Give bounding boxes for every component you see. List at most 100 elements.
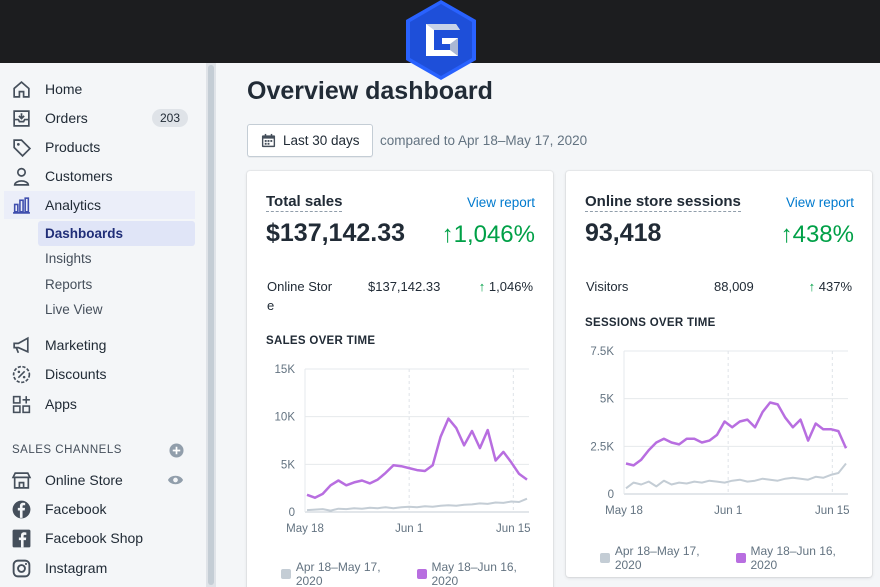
channel-facebook-shop[interactable]: Facebook Shop [0,524,206,552]
tag-icon [13,138,32,157]
y-tick-label: 5K [600,394,614,406]
channel-online-store-label: Online Store [45,472,123,488]
subnav-reports[interactable]: Reports [45,277,93,292]
nav-orders[interactable]: Orders 203 [0,104,206,132]
orders-icon [13,109,30,127]
up-arrow-icon: ↑ [780,221,793,248]
subnav-insights[interactable]: Insights [45,251,92,266]
series-line-previous [625,462,847,490]
up-arrow-icon: ↑ [478,279,489,294]
date-range-label: Last 30 days [283,133,360,148]
sales-breakdown-change-value: 1,046% [488,279,533,294]
legend-previous: Apr 18–May 17, 2020 [281,560,409,587]
nav-home[interactable]: Home [0,75,206,103]
sales-chart-legend: Apr 18–May 17, 2020 May 18–Jun 16, 2020 [281,560,553,587]
total-sales-card: Total sales View report $137,142.33 ↑1,0… [247,171,553,587]
store-icon [11,471,32,489]
home-icon [13,80,30,98]
y-tick-label: 7.5K [590,346,614,358]
sessions-chart-legend: Apr 18–May 17, 2020 May 18–Jun 16, 2020 [600,544,872,572]
nav-discounts[interactable]: Discounts [0,360,206,388]
sessions-change: ↑438% [781,221,854,249]
series-line-current [625,401,848,467]
facebook-square-icon [12,529,31,547]
nav-products[interactable]: Products [0,133,206,161]
orders-count-badge: 203 [151,109,188,127]
sales-breakdown-label: Online Stor e [267,277,332,315]
sessions-view-report-link[interactable]: View report [785,195,854,210]
date-range-button[interactable]: Last 30 days [247,124,373,157]
channel-facebook-label: Facebook [45,501,107,517]
legend-current: May 18–Jun 16, 2020 [735,544,864,572]
nav-home-label: Home [45,81,83,97]
sales-breakdown-value: $137,142.33 [368,279,441,294]
megaphone-icon [13,336,29,353]
y-tick-label: 15K [275,364,296,376]
calendar-icon [261,133,276,148]
logo-icon [406,0,476,80]
total-sales-title[interactable]: Total sales [266,193,343,212]
visitors-change: ↑ 437% [809,279,852,294]
sidebar-scrollbar[interactable] [206,63,216,587]
total-sales-change-value: 1,046% [453,221,535,248]
main-content: Overview dashboard Last 30 days compared… [216,63,880,587]
subnav-live-view[interactable]: Live View [45,302,103,317]
scrollbar-thumb[interactable] [208,65,214,585]
legend-current-label: May 18–Jun 16, 2020 [750,544,836,572]
nav-discounts-label: Discounts [45,366,107,382]
sessions-over-time-chart: 0 2.5K 5K 7.5K May 18 Jun 1 Jun 15 [590,346,850,517]
nav-apps[interactable]: Apps [0,390,206,418]
x-tick-label: Jun 1 [395,523,423,535]
sessions-change-value: 438% [792,221,854,248]
legend-current-label: May 18–Jun 16, 2020 [431,560,517,587]
sessions-value: 93,418 [585,219,662,247]
sales-chart-title: SALES OVER TIME [266,335,376,347]
facebook-icon [12,500,31,518]
nav-apps-label: Apps [45,396,77,412]
x-tick-label: May 18 [286,523,324,535]
x-tick-label: Jun 1 [714,505,742,517]
sidebar: Home Orders 203 Products Customers Analy… [0,63,206,587]
nav-marketing[interactable]: Marketing [0,331,206,359]
channel-facebook-shop-label: Facebook Shop [45,530,144,546]
x-tick-label: May 18 [605,505,643,517]
y-tick-label: 10K [275,412,296,424]
sessions-title[interactable]: Online store sessions [585,193,741,212]
nav-customers-label: Customers [45,168,113,184]
channel-instagram-label: Instagram [45,560,108,576]
sales-channels-label: SALES CHANNELS [12,444,122,456]
y-tick-label: 2.5K [590,441,614,453]
sales-breakdown-change: ↑ 1,046% [479,279,533,294]
nav-customers[interactable]: Customers [0,162,206,190]
legend-previous-label: Apr 18–May 17, 2020 [295,560,381,587]
x-tick-label: Jun 15 [815,505,850,517]
nav-marketing-label: Marketing [45,337,107,353]
legend-current: May 18–Jun 16, 2020 [416,560,545,587]
sales-breakdown-label-line1: Online Stor [267,279,333,294]
add-channel-icon[interactable] [169,443,184,458]
bar-chart-icon [13,196,30,214]
visitors-label: Visitors [586,279,629,294]
discount-icon [12,365,31,383]
sessions-chart-title: SESSIONS OVER TIME [585,317,716,329]
sales-over-time-chart: 0 5K 10K 15K May 18 Jun 1 Jun 15 [275,364,531,535]
channel-instagram[interactable]: Instagram [0,554,206,582]
series-line-previous [306,497,528,512]
legend-previous: Apr 18–May 17, 2020 [600,544,728,572]
up-arrow-icon: ↑ [441,221,454,248]
total-sales-change: ↑1,046% [442,221,535,249]
subnav-dashboards[interactable]: Dashboards [38,221,195,246]
nav-products-label: Products [45,139,101,155]
sales-view-report-link[interactable]: View report [466,195,535,210]
eye-icon[interactable] [167,474,184,486]
channel-facebook[interactable]: Facebook [0,495,206,523]
nav-analytics[interactable]: Analytics [4,191,195,219]
channel-online-store[interactable]: Online Store [0,466,206,494]
total-sales-value: $137,142.33 [266,219,406,247]
sales-channels-heading: SALES CHANNELS [12,443,184,460]
compare-text: compared to Apr 18–May 17, 2020 [380,133,588,148]
sales-breakdown-label-line2: e [267,298,275,313]
nav-analytics-label: Analytics [45,197,102,213]
y-tick-label: 0 [608,489,614,501]
visitors-change-value: 437% [818,279,852,294]
